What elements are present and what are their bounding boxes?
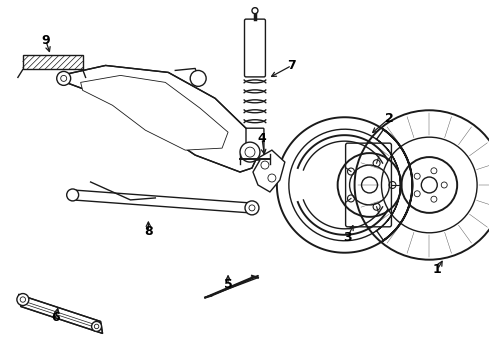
- Bar: [23, 55, 83, 69]
- Text: 6: 6: [51, 311, 60, 324]
- Text: 2: 2: [385, 112, 394, 125]
- Text: 3: 3: [343, 231, 352, 244]
- Text: 9: 9: [42, 34, 50, 47]
- Polygon shape: [59, 66, 258, 172]
- Text: 4: 4: [258, 132, 266, 145]
- Circle shape: [57, 71, 71, 85]
- FancyBboxPatch shape: [245, 19, 266, 77]
- Circle shape: [92, 321, 101, 332]
- Polygon shape: [19, 294, 102, 333]
- Polygon shape: [253, 150, 285, 192]
- Circle shape: [245, 201, 259, 215]
- Circle shape: [190, 71, 206, 86]
- Text: 1: 1: [433, 263, 441, 276]
- Circle shape: [17, 293, 29, 306]
- Text: 8: 8: [144, 225, 153, 238]
- Text: 7: 7: [288, 59, 296, 72]
- Polygon shape: [81, 75, 228, 150]
- FancyBboxPatch shape: [246, 128, 264, 160]
- Text: 5: 5: [224, 278, 232, 291]
- Circle shape: [67, 189, 78, 201]
- Circle shape: [252, 8, 258, 14]
- Circle shape: [240, 142, 260, 162]
